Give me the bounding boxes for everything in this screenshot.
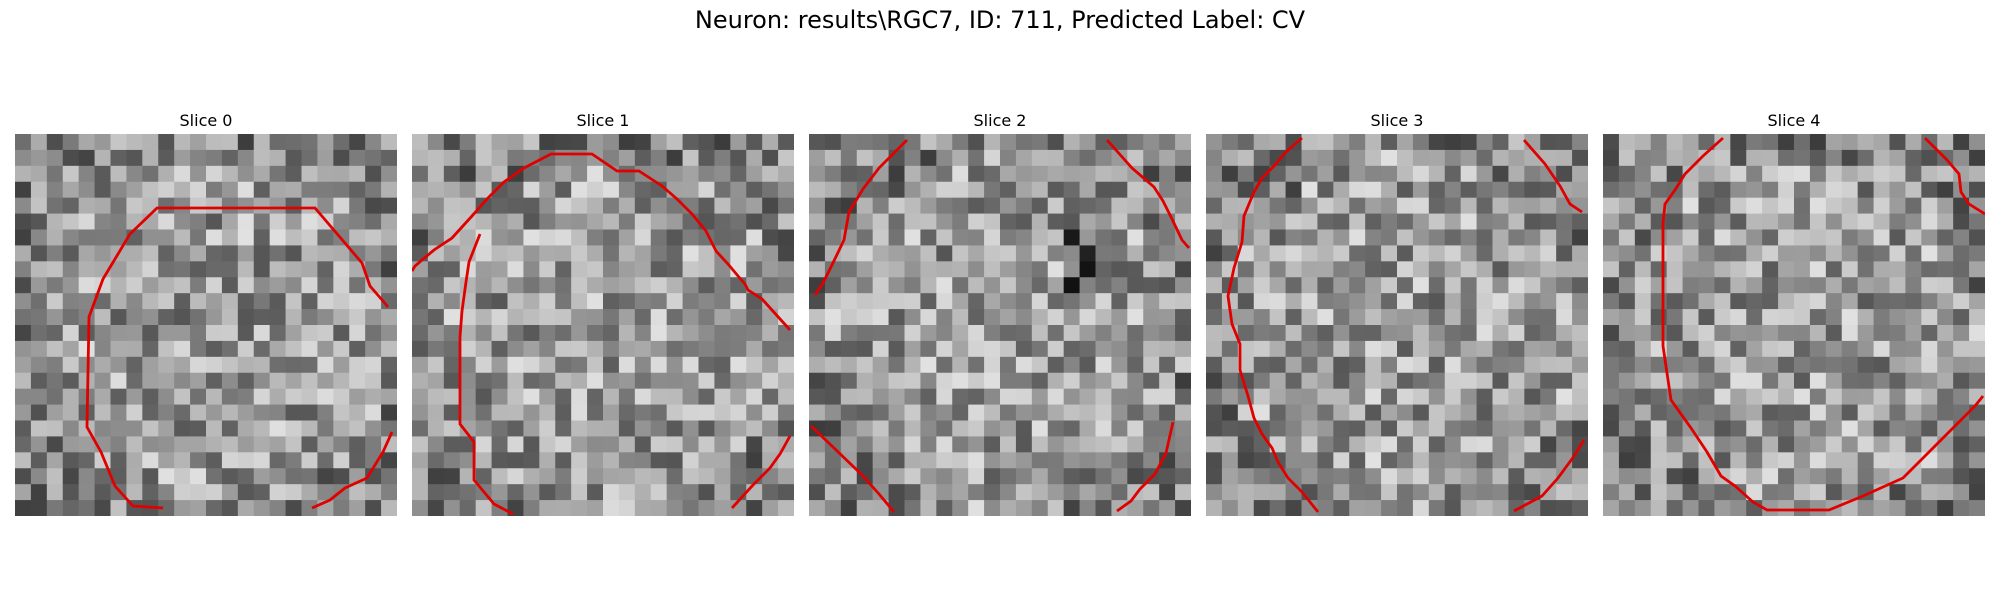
cell-contour bbox=[1226, 136, 1320, 513]
slice-image bbox=[1206, 134, 1588, 516]
slice-title: Slice 0 bbox=[179, 111, 233, 130]
cell-contour bbox=[163, 206, 390, 308]
slice-title: Slice 2 bbox=[973, 111, 1027, 130]
figure-title: Neuron: results\RGC7, ID: 711, Predicted… bbox=[694, 6, 1306, 34]
slice-panel-3: Slice 3 bbox=[1206, 108, 1588, 516]
slice-panel-2: Slice 2 bbox=[809, 108, 1191, 516]
slice-panel-1: Slice 1 bbox=[412, 108, 794, 516]
slice-image bbox=[412, 134, 794, 516]
slice-image bbox=[1603, 134, 1985, 516]
slice-panel-0: Slice 0 bbox=[15, 108, 397, 516]
slice-image bbox=[15, 134, 397, 516]
slice-title: Slice 4 bbox=[1767, 111, 1821, 130]
cell-contour bbox=[1661, 136, 1985, 512]
slice-title: Slice 1 bbox=[576, 111, 630, 130]
slice-title: Slice 3 bbox=[1370, 111, 1424, 130]
slice-panel-4: Slice 4 bbox=[1603, 108, 1985, 516]
slice-image bbox=[809, 134, 1191, 516]
cell-contour bbox=[813, 139, 908, 296]
cell-contour bbox=[412, 152, 792, 331]
